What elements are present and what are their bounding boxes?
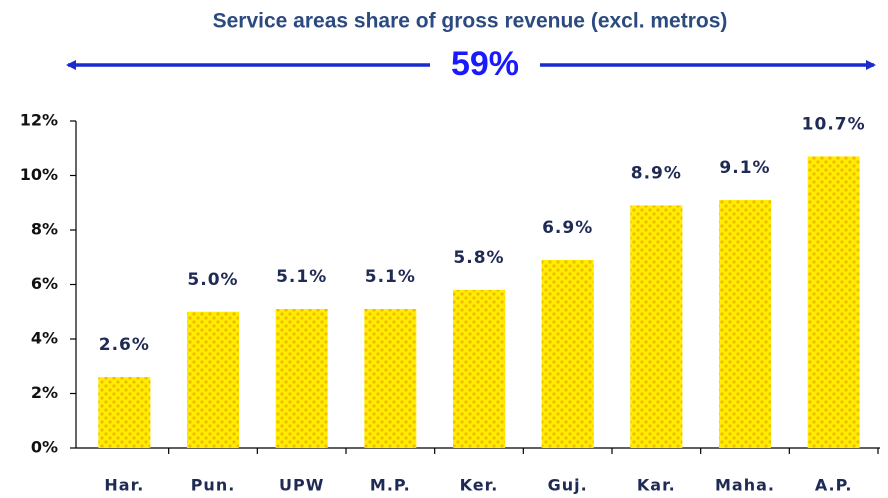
value-label: 5.1%: [276, 267, 327, 287]
value-label: 10.7%: [802, 114, 866, 134]
value-label: 5.8%: [453, 248, 504, 268]
value-label: 8.9%: [631, 163, 682, 183]
y-tick-label: 4%: [31, 329, 58, 348]
x-tick-label: A.P.: [815, 476, 853, 495]
bar-pattern: [275, 309, 328, 448]
x-tick-label: Har.: [104, 476, 144, 495]
bar-pattern: [98, 377, 151, 448]
value-label: 5.1%: [365, 267, 416, 287]
y-tick-label: 12%: [20, 111, 58, 130]
value-label: 2.6%: [99, 335, 150, 355]
y-tick-label: 6%: [31, 274, 58, 293]
bar-pattern: [453, 289, 505, 448]
y-tick-label: 0%: [31, 438, 58, 457]
value-label: 5.0%: [187, 270, 238, 290]
x-tick-label: M.P.: [370, 476, 411, 495]
value-label: 6.9%: [542, 218, 593, 238]
x-tick-label: Guj.: [548, 476, 588, 495]
bar-pattern: [187, 311, 239, 448]
bar-pattern: [541, 259, 594, 448]
bar-pattern: [630, 205, 683, 448]
chart-title: Service areas share of gross revenue (ex…: [213, 10, 728, 33]
bar-pattern: [807, 156, 860, 449]
x-tick-label: Ker.: [460, 476, 499, 495]
x-tick-label: Maha.: [715, 476, 775, 495]
y-tick-label: 8%: [31, 220, 58, 239]
value-label: 9.1%: [719, 158, 770, 178]
x-tick-label: UPW: [279, 476, 324, 495]
bar-pattern: [364, 309, 417, 448]
y-tick-label: 2%: [31, 383, 58, 402]
x-tick-label: Pun.: [191, 476, 236, 495]
y-tick-label: 10%: [20, 165, 58, 184]
bar-pattern: [719, 200, 771, 448]
annotation: 59%: [451, 45, 519, 83]
x-tick-label: Kar.: [637, 476, 676, 495]
